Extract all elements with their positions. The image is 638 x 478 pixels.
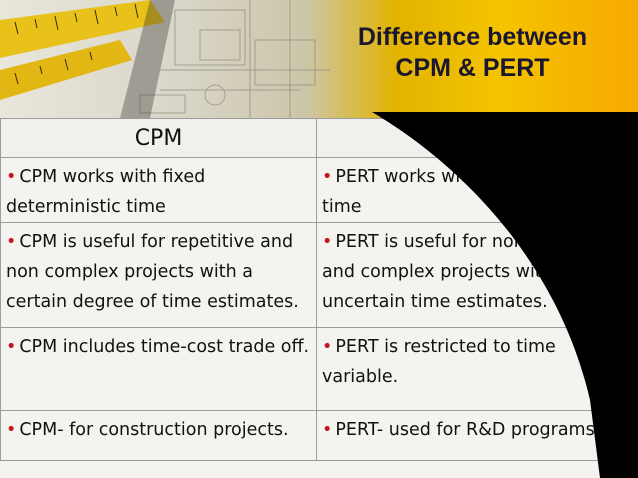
bullet-icon: • [322, 232, 333, 252]
pert-cell: • PERT works with probabilistic time [316, 157, 633, 223]
cpm-cell: • CPM works with fixed deterministic time [0, 157, 317, 223]
pert-cell: • PERT- used for R&D programs. [316, 410, 633, 461]
bullet-icon: • [6, 420, 17, 440]
title-line-2: CPM & PERT [395, 54, 550, 82]
pert-text: PERT is restricted to time variable. [322, 337, 556, 387]
cpm-text: CPM is useful for repetitive and non com… [6, 232, 299, 312]
ruler-shape [0, 0, 165, 100]
table-row: • CPM is useful for repetitive and non co… [0, 222, 633, 328]
bullet-icon: • [6, 232, 17, 252]
cpm-text: CPM includes time-cost trade off. [19, 337, 310, 357]
header-cpm: CPM [0, 118, 317, 158]
pert-cell: • PERT is useful for non repetitive and c… [316, 222, 633, 328]
title-banner: Difference between CPM & PERT [0, 0, 638, 118]
table-row: • CPM works with fixed deterministic time… [0, 157, 633, 223]
cpm-cell: • CPM includes time-cost trade off. [0, 327, 317, 411]
table-row: • CPM- for construction projects. • PERT- … [0, 410, 633, 461]
bullet-icon: • [6, 337, 17, 357]
table-header-row: CPM PERT [0, 118, 633, 158]
bullet-icon: • [6, 167, 17, 187]
blueprint-ruler-illustration [0, 0, 330, 118]
bullet-icon: • [322, 167, 333, 187]
cpm-cell: • CPM is useful for repetitive and non co… [0, 222, 317, 328]
cpm-cell: • CPM- for construction projects. [0, 410, 317, 461]
slide-title: Difference between CPM & PERT [330, 22, 615, 84]
comparison-table-area: CPM PERT • CPM works with fixed determini… [0, 118, 633, 478]
pert-cell: • PERT is restricted to time variable. [316, 327, 633, 411]
cpm-text: CPM works with fixed deterministic time [6, 167, 206, 217]
pert-text: PERT is useful for non repetitive and co… [322, 232, 615, 312]
pert-text: PERT works with probabilistic time [322, 167, 591, 217]
bullet-icon: • [322, 337, 333, 357]
cpm-text: CPM- for construction projects. [19, 420, 289, 440]
title-line-1: Difference between [357, 23, 588, 51]
comparison-table: CPM PERT • CPM works with fixed determini… [0, 118, 633, 461]
bullet-icon: • [322, 420, 333, 440]
header-pert: PERT [316, 118, 633, 158]
pert-text: PERT- used for R&D programs. [335, 420, 601, 440]
table-row: • CPM includes time-cost trade off. • PERT… [0, 327, 633, 411]
